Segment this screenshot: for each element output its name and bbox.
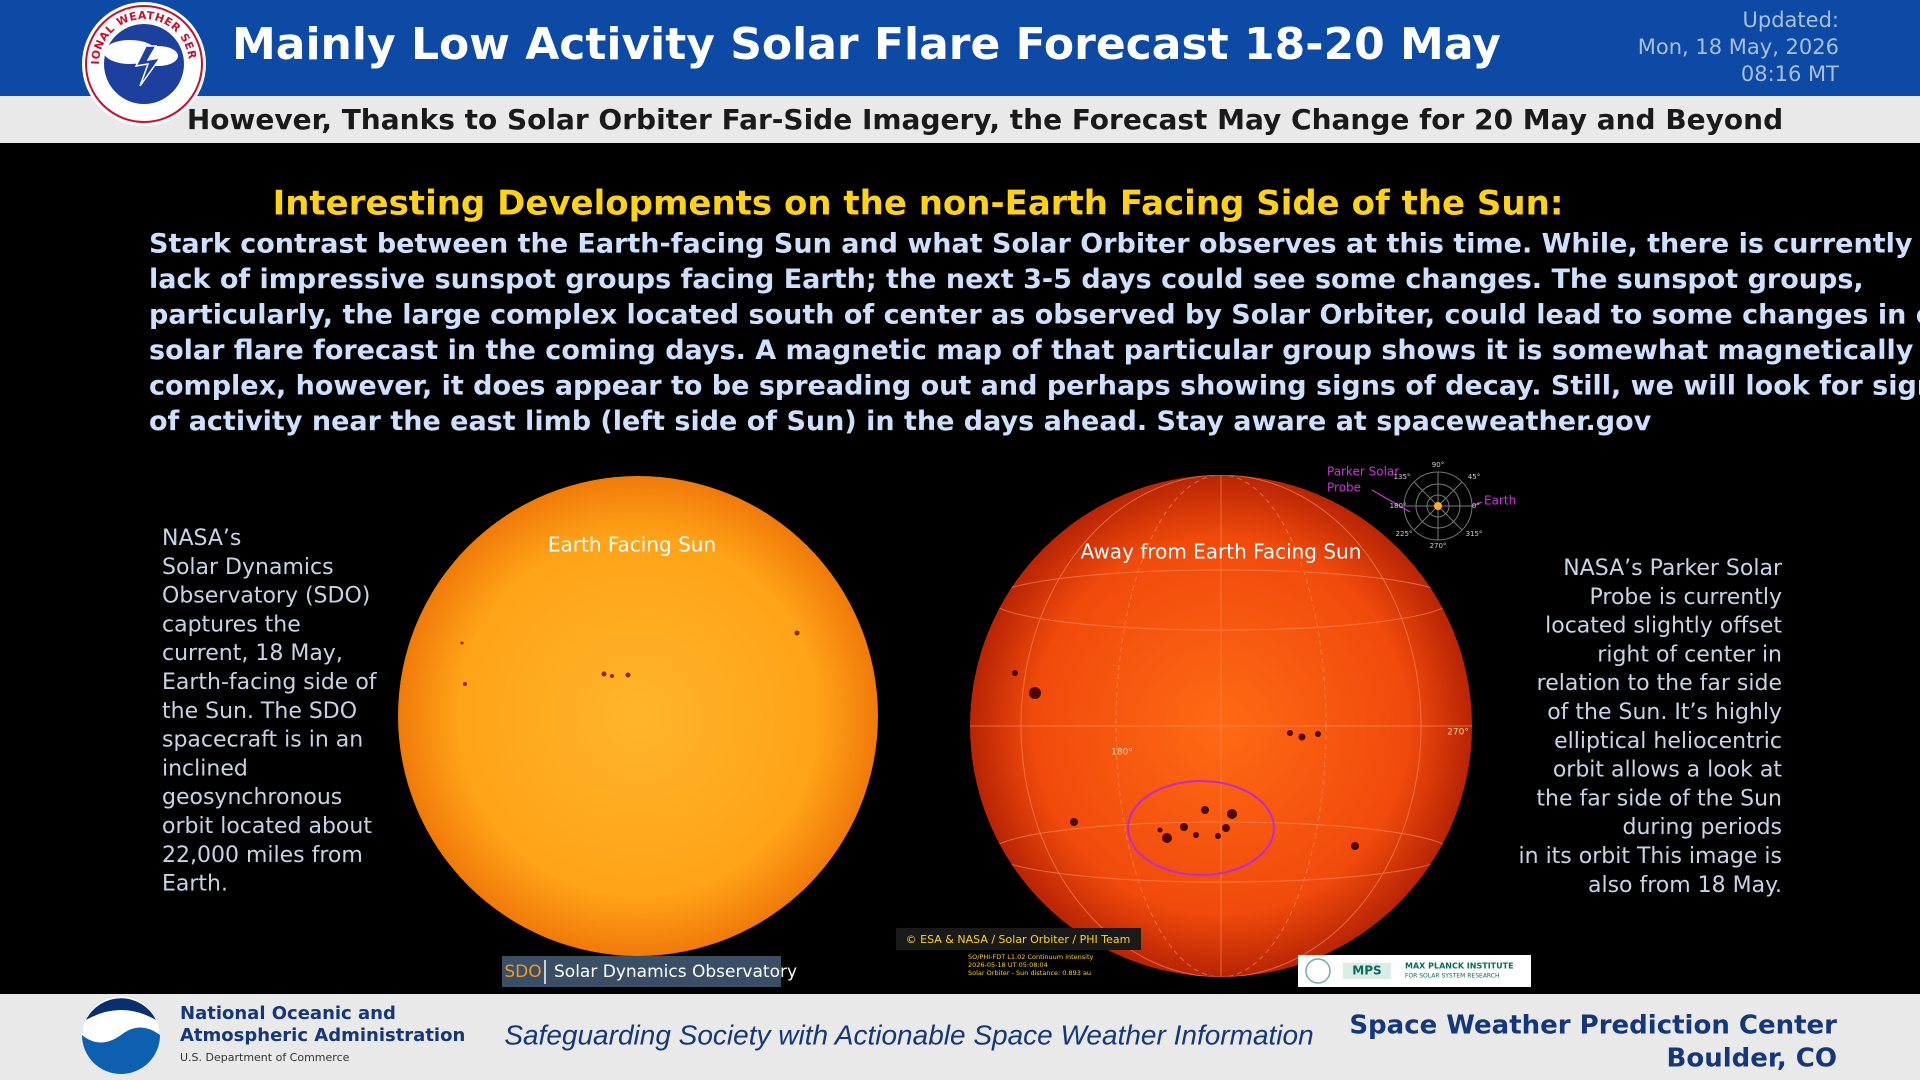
right-caption: NASA’s Parker Solar Probe is currently loc… (1519, 556, 1783, 898)
degree-label: 180° (1111, 748, 1133, 758)
probe-label: Probe (1327, 481, 1361, 495)
caption-line: during periods (1622, 815, 1782, 840)
paragraph-line: Stark contrast between the Earth-facing … (149, 229, 1920, 260)
caption-line: the far side of the Sun (1536, 786, 1782, 811)
caption-line: Earth. (162, 872, 228, 897)
updated-line: 08:16 MT (1741, 62, 1839, 86)
paragraph: Stark contrast between the Earth-facing … (149, 229, 1920, 438)
caption-line: inclined (162, 756, 248, 781)
paragraph-line: lack of impressive sunspot groups facing… (149, 264, 1864, 295)
subtitle: However, Thanks to Solar Orbiter Far-Sid… (187, 103, 1783, 136)
mps-short: MPS (1352, 964, 1381, 978)
noaa-logo: NOAA (82, 996, 160, 1074)
updated-line: Mon, 18 May, 2026 (1638, 35, 1839, 59)
tagline: Safeguarding Society with Actionable Spa… (504, 1019, 1313, 1050)
image-label: Away from Earth Facing Sun (1081, 540, 1362, 564)
caption-line: Earth-facing side of (162, 670, 378, 695)
angle-label: 0° (1472, 502, 1480, 510)
image-meta: SO/PHI-FDT L1.02 Continuum intensity2026… (968, 953, 1094, 977)
degree-label: 270° (1447, 728, 1469, 738)
angle-label: 225° (1396, 530, 1413, 538)
angle-label: 315° (1466, 530, 1483, 538)
noaa-name: Atmospheric Administration (180, 1025, 465, 1046)
mps-sub: FOR SOLAR SYSTEM RESEARCH (1405, 973, 1500, 980)
paragraph-line: solar flare forecast in the coming days.… (149, 335, 1914, 366)
angle-label: 180° (1390, 502, 1407, 510)
caption-line: orbit located about (162, 814, 372, 839)
caption-line: spacecraft is in an (162, 728, 363, 753)
caption-line: located slightly offset (1545, 614, 1782, 639)
meta-line: SO/PHI-FDT L1.02 Continuum intensity (968, 953, 1094, 961)
section-heading: Interesting Developments on the non-Eart… (273, 184, 1564, 224)
subtitle-bar (0, 96, 1920, 143)
caption-line: of the Sun. It’s highly (1547, 700, 1782, 725)
title: Mainly Low Activity Solar Flare Forecast… (232, 19, 1501, 70)
credit: © ESA & NASA / Solar Orbiter / PHI Team (906, 933, 1131, 946)
caption-line: right of center in (1597, 642, 1782, 667)
header-bar (0, 0, 1920, 96)
angle-label: 90° (1432, 461, 1444, 469)
caption-line: Observatory (SDO) (162, 584, 370, 609)
noaa-name: National Oceanic and (180, 1003, 396, 1024)
nws-logo: NATIONAL WEATHER SERVICE (0, 0, 206, 126)
caption-line: also from 18 May. (1588, 873, 1782, 898)
mps-logo: MPS MAX PLANCK INSTITUTE FOR SOLAR SYSTE… (1298, 955, 1531, 987)
probe-label: Parker Solar (1327, 465, 1399, 479)
badge-short: SDO (504, 962, 541, 982)
mps-name: MAX PLANCK INSTITUTE (1405, 962, 1514, 971)
caption-line: geosynchronous (162, 785, 342, 810)
paragraph-line: complex, however, it does appear to be s… (149, 371, 1920, 402)
caption-line: Probe is currently (1590, 585, 1782, 610)
paragraph-line: of activity near the east limb (left sid… (149, 406, 1652, 437)
angle-label: 270° (1430, 542, 1447, 550)
caption-line: elliptical heliocentric (1554, 729, 1782, 754)
caption-line: captures the (162, 612, 301, 637)
caption-line: NASA’s (162, 526, 241, 551)
caption-line: relation to the far side (1537, 671, 1782, 696)
angle-label: 135° (1394, 473, 1411, 481)
caption-line: the Sun. The SDO (162, 699, 357, 724)
noaa-logo-text: NOAA (107, 1014, 136, 1024)
updated-block: Updated: Mon, 18 May, 2026 08:16 MT (1638, 8, 1839, 86)
caption-line: orbit allows a look at (1553, 758, 1783, 783)
meta-line: Solar Orbiter - Sun distance: 0.893 au (968, 969, 1091, 977)
paragraph-line: particularly, the large complex located … (149, 300, 1920, 331)
caption-line: current, 18 May, (162, 641, 343, 666)
earth-label: Earth (1484, 494, 1516, 508)
caption-line: NASA’s Parker Solar (1563, 556, 1783, 581)
meta-line: 2026-05-18 UT 05:08:04 (968, 961, 1048, 969)
angle-label: 45° (1468, 473, 1480, 481)
orbit-diagram: Parker Solar Probe Earth 90° 45° 135° 0° 180° 22… (1327, 461, 1516, 550)
updated-line: Updated: (1743, 8, 1839, 32)
footer-bar (0, 994, 1920, 1080)
image-label: Earth Facing Sun (548, 533, 716, 557)
credit-bg (896, 928, 1141, 950)
center-location: Boulder, CO (1667, 1044, 1837, 1074)
center-name: Space Weather Prediction Center (1349, 1011, 1837, 1041)
sdo-badge: SDO Solar Dynamics Observatory (502, 956, 797, 987)
caption-line: in its orbit This image is (1519, 844, 1782, 869)
badge-long: Solar Dynamics Observatory (554, 962, 797, 982)
left-caption: NASA’s Solar Dynamics Observatory (SDO) cap… (162, 526, 378, 897)
earth-facing-sun (398, 476, 878, 956)
caption-line: Solar Dynamics (162, 555, 334, 580)
caption-line: 22,000 miles from (162, 843, 363, 868)
noaa-dept: U.S. Department of Commerce (180, 1051, 350, 1064)
